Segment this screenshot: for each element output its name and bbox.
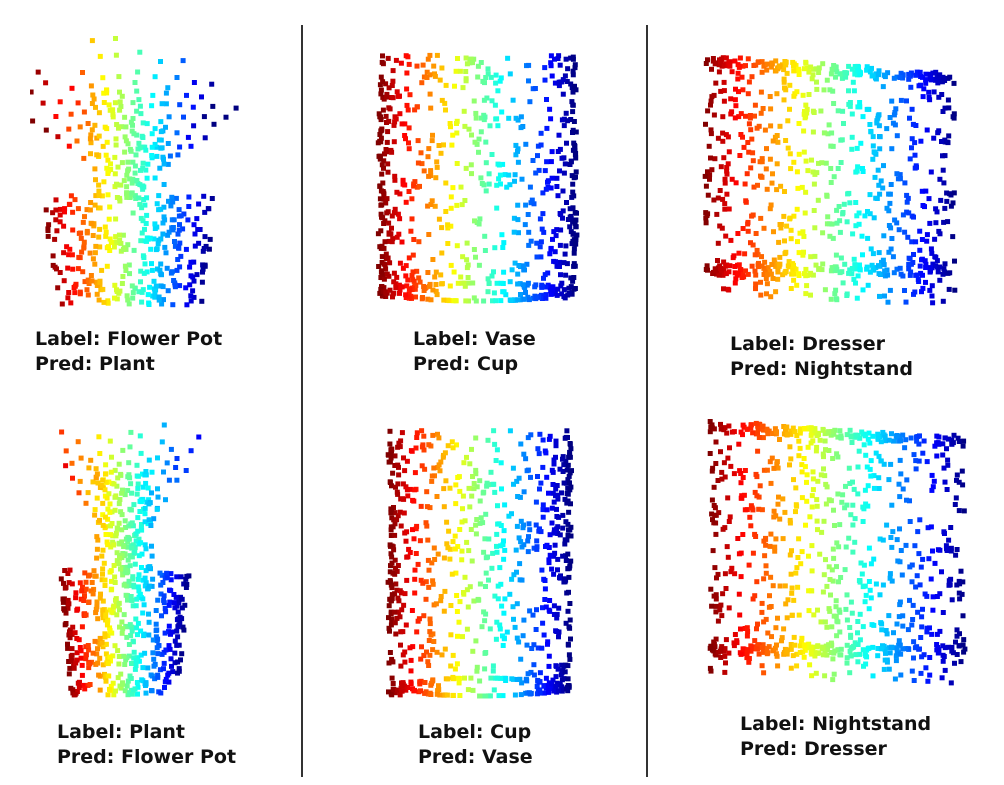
pred-text: Pred: Dresser [740,738,887,760]
label-text: Label: Vase [413,328,536,350]
panel-dresser: Label: Dresser Pred: Nightstand [695,45,965,385]
point-cloud-flower-pot [30,36,239,308]
divider-left [301,25,303,777]
label-text: Label: Dresser [730,333,886,355]
point-cloud-vase [375,52,580,304]
pred-text: Pred: Flower Pot [57,746,237,768]
caption: Label: Flower Pot Pred: Plant [35,327,222,377]
label-text: Label: Plant [57,721,186,743]
caption: Label: Dresser Pred: Nightstand [730,332,913,382]
label-text: Label: Flower Pot [35,328,223,350]
panel-nightstand: Label: Nightstand Pred: Dresser [700,410,975,775]
pred-text: Pred: Nightstand [730,358,913,380]
panel-cup: Label: Cup Pred: Vase [375,420,595,775]
panel-vase: Label: Vase Pred: Cup [370,40,590,385]
label-text: Label: Cup [418,721,532,743]
caption: Label: Nightstand Pred: Dresser [740,712,931,762]
caption: Label: Vase Pred: Cup [413,327,536,377]
point-cloud-plant [58,422,202,698]
caption: Label: Plant Pred: Flower Pot [57,720,236,770]
pred-text: Pred: Vase [418,746,533,768]
panel-plant: Label: Plant Pred: Flower Pot [50,395,260,775]
pred-text: Pred: Plant [35,353,155,375]
label-text: Label: Nightstand [740,713,932,735]
panel-flower-pot: Label: Flower Pot Pred: Plant [30,5,240,385]
point-cloud-cup [385,428,574,699]
caption: Label: Cup Pred: Vase [418,720,533,770]
point-cloud-nightstand [707,419,968,686]
pred-text: Pred: Cup [413,353,519,375]
divider-right [646,25,648,777]
point-cloud-dresser [702,55,958,306]
